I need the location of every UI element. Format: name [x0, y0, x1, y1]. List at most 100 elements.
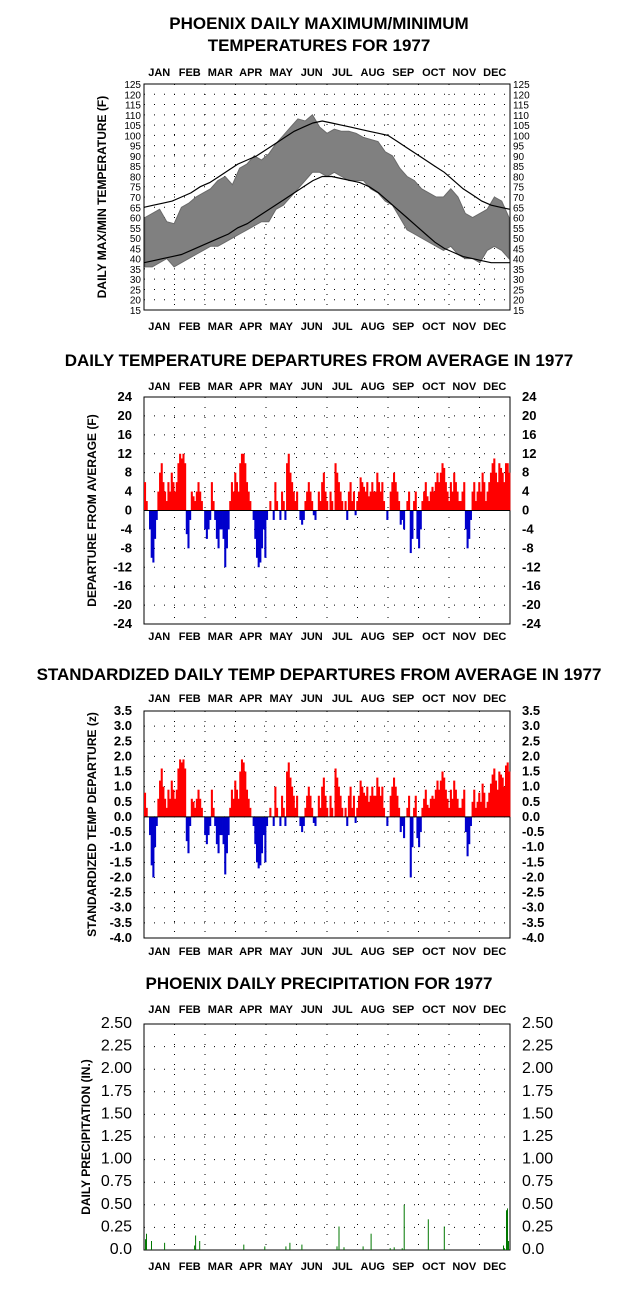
month-label-bottom: JUL: [332, 946, 353, 958]
y-tick-label-right: 20: [522, 408, 536, 423]
month-label-top: FEB: [179, 381, 201, 393]
negative-departure-bar: [302, 816, 305, 827]
negative-departure-bar: [468, 510, 471, 539]
positive-departure-bar: [269, 807, 272, 817]
positive-departure-bar: [235, 789, 238, 817]
negative-departure-bar: [354, 816, 357, 823]
positive-departure-bar: [234, 472, 237, 511]
positive-departure-bar: [339, 795, 342, 817]
positive-departure-bar: [322, 777, 325, 817]
chart-title: DAILY TEMPERATURE DEPARTURES FROM AVERAG…: [65, 351, 574, 370]
month-label-top: JUN: [301, 67, 323, 79]
negative-departure-bar: [301, 510, 304, 525]
positive-departure-bar: [291, 482, 294, 511]
y-tick-label-right: -8: [522, 540, 534, 555]
negative-departure-bar: [154, 816, 157, 848]
positive-departure-bar: [287, 762, 290, 817]
positive-departure-bar: [311, 807, 314, 817]
month-label-top: OCT: [422, 67, 446, 79]
negative-departure-bar: [155, 510, 158, 520]
positive-departure-bar: [276, 807, 279, 817]
positive-departure-bar: [199, 491, 202, 511]
positive-departure-bar: [493, 458, 496, 511]
positive-departure-bar: [474, 807, 477, 817]
positive-departure-bar: [366, 482, 369, 511]
positive-departure-bar: [199, 798, 202, 817]
y-tick-label-left: -2.0: [110, 869, 132, 884]
positive-departure-bar: [493, 768, 496, 817]
positive-departure-bar: [184, 768, 187, 817]
positive-departure-bar: [456, 798, 459, 817]
positive-departure-bar: [309, 491, 312, 511]
y-tick-label-right: 85: [513, 162, 525, 173]
month-label-top: AUG: [361, 381, 385, 393]
positive-departure-bar: [364, 491, 367, 511]
positive-departure-bar: [160, 463, 163, 511]
month-label-bottom: JAN: [148, 1261, 170, 1273]
negative-departure-bar: [299, 816, 302, 827]
y-tick-label-right: 2.00: [522, 1060, 553, 1077]
y-tick-label-left: 2.50: [101, 1015, 132, 1032]
positive-departure-bar: [479, 801, 482, 817]
month-label-bottom: APR: [239, 946, 262, 958]
negative-departure-bar: [464, 816, 467, 833]
positive-departure-bar: [448, 807, 451, 817]
month-label-top: JUL: [332, 381, 353, 393]
y-tick-label-right: -16: [522, 578, 541, 593]
plot-frame: [143, 1023, 511, 1251]
positive-departure-bar: [356, 501, 359, 511]
month-label-bottom: MAY: [270, 1261, 294, 1273]
month-label-bottom: AUG: [361, 946, 385, 958]
month-label-top: MAY: [270, 1004, 294, 1016]
month-label-top: SEP: [392, 67, 414, 79]
positive-departure-bar: [382, 807, 386, 817]
month-label-bottom: JAN: [148, 946, 170, 958]
negative-departure-bar: [416, 510, 419, 539]
positive-departure-bar: [498, 463, 501, 511]
positive-departure-bar: [307, 786, 310, 817]
y-tick-label-left: 12: [118, 446, 132, 461]
positive-departure-bar: [433, 491, 436, 511]
positive-departure-bar: [446, 798, 449, 817]
positive-departure-bar: [486, 491, 489, 511]
negative-departure-bar: [222, 816, 225, 845]
y-tick-label-left: 100: [124, 131, 141, 142]
month-label-top: JUL: [332, 1004, 353, 1016]
positive-departure-bar: [491, 774, 494, 817]
month-label-bottom: JUL: [332, 321, 353, 333]
y-tick-label-left: -1.0: [110, 839, 132, 854]
positive-departure-bar: [192, 496, 195, 511]
positive-departure-bar: [504, 463, 508, 511]
positive-departure-bar: [434, 482, 437, 511]
positive-departure-bar: [317, 795, 320, 817]
y-tick-label-left: 90: [130, 152, 142, 163]
y-tick-label-right: 0: [522, 503, 529, 518]
negative-departure-bar: [154, 510, 157, 539]
positive-departure-bar: [434, 789, 437, 817]
y-tick-label-right: 0.0: [522, 1241, 544, 1258]
positive-departure-bar: [453, 780, 456, 817]
y-tick-label-right: -3.0: [522, 900, 544, 915]
negative-departure-bar: [264, 510, 267, 558]
positive-departure-bar: [347, 795, 350, 817]
month-label-top: OCT: [422, 381, 446, 393]
month-label-top: OCT: [422, 1004, 446, 1016]
positive-departure-bar: [291, 786, 294, 817]
positive-departure-bar: [281, 491, 284, 511]
y-tick-label-right: 1.0: [522, 779, 540, 794]
y-tick-label-left: 55: [130, 224, 142, 235]
negative-departure-bar: [220, 510, 223, 530]
y-tick-label-right: 3.5: [522, 703, 540, 718]
positive-departure-bar: [180, 762, 183, 817]
positive-departure-bar: [494, 780, 498, 817]
month-label-top: MAR: [208, 1004, 233, 1016]
positive-departure-bar: [438, 482, 441, 511]
positive-departure-bar: [326, 807, 329, 817]
positive-departure-bar: [501, 472, 504, 511]
y-tick-label-right: 2.25: [522, 1038, 553, 1055]
negative-departure-bar: [403, 510, 406, 530]
y-tick-label-right: 55: [513, 224, 525, 235]
negative-departure-bar: [312, 816, 315, 823]
month-label-bottom: OCT: [422, 1261, 446, 1273]
positive-departure-bar: [377, 482, 381, 511]
